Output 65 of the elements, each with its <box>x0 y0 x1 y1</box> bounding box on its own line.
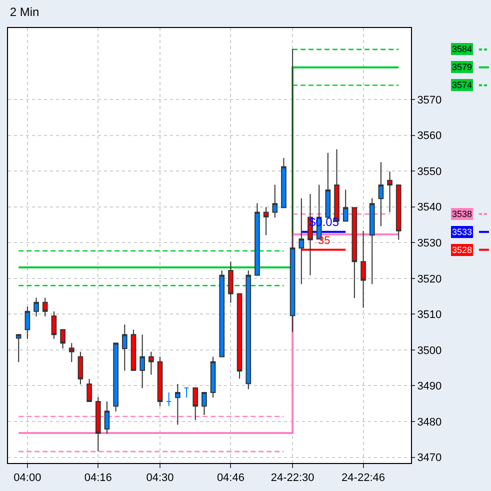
candlestick <box>34 297 39 317</box>
candlestick <box>140 334 145 389</box>
candlestick <box>68 342 74 363</box>
candlestick <box>184 387 190 398</box>
y-tick-label: 3560 <box>417 130 442 142</box>
candlestick <box>236 293 242 380</box>
x-tick-label: 04:30 <box>146 472 174 484</box>
legend-label: 3584 <box>452 44 472 54</box>
candlestick <box>113 342 118 412</box>
candlestick <box>78 351 84 385</box>
legend-label: 3579 <box>452 62 472 72</box>
legend-label: 3538 <box>452 209 472 219</box>
candlestick <box>122 324 128 372</box>
candlestick <box>281 157 286 208</box>
y-tick-label: 3570 <box>417 94 442 106</box>
candlestick <box>342 189 348 222</box>
candlestick <box>298 198 304 285</box>
candlestick <box>202 392 207 416</box>
candlestick <box>192 387 198 421</box>
x-tick-label: 04:00 <box>14 472 42 484</box>
candlestick <box>104 400 110 434</box>
candlestick <box>157 356 163 407</box>
candlestick <box>16 334 22 363</box>
candlestick <box>360 230 366 308</box>
candlestick <box>263 206 269 236</box>
candlestick <box>387 170 392 213</box>
y-tick-label: 3530 <box>417 237 442 250</box>
candlestick <box>86 378 92 402</box>
legend-label: 3528 <box>452 245 472 255</box>
candlestick <box>228 261 234 304</box>
candlestick <box>378 162 384 227</box>
candlestick <box>24 306 30 340</box>
candlestick <box>369 198 375 285</box>
candlestick <box>272 184 278 218</box>
x-tick-label: 04:16 <box>84 472 112 484</box>
y-tick-label: 3500 <box>417 344 442 357</box>
candlestick <box>95 396 101 452</box>
chart-title: 2 Min <box>10 4 40 19</box>
y-tick-label: 3520 <box>417 273 442 286</box>
legend-label: 3533 <box>452 227 472 237</box>
y-tick-label: 3540 <box>417 202 442 214</box>
y-tick-label: 3510 <box>417 309 442 322</box>
candlestick <box>42 297 48 317</box>
y-tick-label: 3490 <box>417 380 442 393</box>
y-tick-label: 3480 <box>417 416 442 428</box>
candlestick <box>210 356 216 398</box>
annotation: 35 <box>318 235 330 247</box>
candlestick <box>175 383 180 426</box>
candlestick <box>219 270 225 358</box>
y-tick-label: 3550 <box>417 166 442 178</box>
candlestick <box>396 184 402 240</box>
candlestick <box>130 329 136 371</box>
candlestick <box>352 207 358 299</box>
candlestick <box>166 392 172 407</box>
y-tick-label: 3470 <box>417 452 442 464</box>
candlestick <box>254 202 260 276</box>
x-tick-label: 04:46 <box>216 472 244 484</box>
candlestick <box>246 270 252 390</box>
legend-label: 3574 <box>452 80 472 90</box>
candlestick <box>60 329 66 350</box>
x-tick-label: 24-22:30 <box>270 472 314 484</box>
candlestick <box>325 152 331 218</box>
x-tick-label: 24-22:46 <box>342 472 385 484</box>
candlestick <box>148 351 154 376</box>
candlestick <box>51 310 57 340</box>
